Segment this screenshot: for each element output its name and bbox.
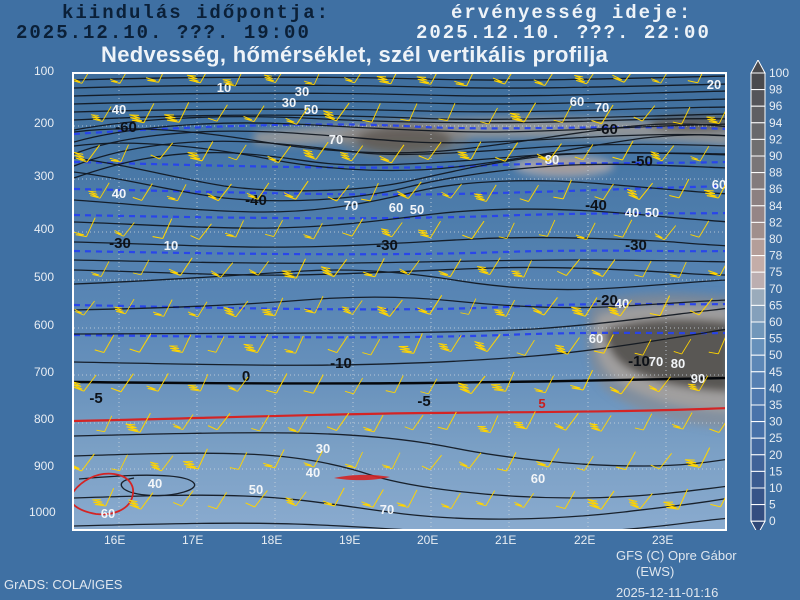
svg-text:45: 45 — [769, 365, 783, 379]
svg-text:70: 70 — [344, 198, 358, 213]
svg-text:60: 60 — [570, 94, 584, 109]
svg-text:70: 70 — [649, 354, 663, 369]
svg-text:40: 40 — [769, 381, 783, 395]
svg-text:98: 98 — [769, 83, 783, 97]
svg-text:88: 88 — [769, 166, 783, 180]
svg-text:20: 20 — [769, 448, 783, 462]
svg-text:65: 65 — [769, 298, 783, 312]
svg-text:40: 40 — [306, 465, 320, 480]
svg-text:-5: -5 — [417, 393, 430, 410]
svg-text:60: 60 — [589, 331, 603, 346]
svg-text:40: 40 — [112, 102, 126, 117]
svg-text:84: 84 — [769, 199, 783, 213]
svg-text:30: 30 — [295, 84, 309, 99]
svg-text:0: 0 — [769, 514, 776, 528]
svg-text:90: 90 — [769, 149, 783, 163]
svg-text:15: 15 — [769, 464, 783, 478]
svg-text:60: 60 — [712, 177, 726, 192]
svg-text:60: 60 — [531, 471, 545, 486]
svg-text:-50: -50 — [631, 153, 653, 170]
svg-text:50: 50 — [304, 102, 318, 117]
svg-text:40: 40 — [615, 296, 629, 311]
svg-text:80: 80 — [769, 232, 783, 246]
svg-text:-10: -10 — [628, 353, 650, 370]
svg-text:60: 60 — [101, 506, 115, 521]
svg-text:50: 50 — [249, 482, 263, 497]
svg-text:35: 35 — [769, 398, 783, 412]
svg-text:-30: -30 — [109, 235, 131, 252]
svg-text:-10: -10 — [330, 355, 352, 372]
svg-text:0: 0 — [242, 368, 250, 385]
svg-text:70: 70 — [380, 502, 394, 517]
svg-text:10: 10 — [164, 238, 178, 253]
svg-text:86: 86 — [769, 182, 783, 196]
svg-text:50: 50 — [410, 202, 424, 217]
svg-text:92: 92 — [769, 132, 783, 146]
svg-text:40: 40 — [112, 186, 126, 201]
svg-text:50: 50 — [645, 205, 659, 220]
svg-text:60: 60 — [389, 200, 403, 215]
svg-text:55: 55 — [769, 332, 783, 346]
svg-text:25: 25 — [769, 431, 783, 445]
svg-text:70: 70 — [329, 132, 343, 147]
svg-text:70: 70 — [769, 282, 783, 296]
svg-text:-60: -60 — [115, 119, 137, 136]
svg-text:70: 70 — [595, 100, 609, 115]
svg-text:80: 80 — [671, 356, 685, 371]
svg-text:20: 20 — [707, 77, 721, 92]
svg-text:40: 40 — [148, 476, 162, 491]
svg-text:75: 75 — [769, 265, 783, 279]
svg-text:5: 5 — [769, 498, 776, 512]
svg-text:40: 40 — [625, 205, 639, 220]
svg-text:30: 30 — [282, 95, 296, 110]
svg-text:-40: -40 — [245, 192, 267, 209]
svg-text:80: 80 — [545, 152, 559, 167]
svg-text:30: 30 — [316, 441, 330, 456]
svg-text:50: 50 — [769, 348, 783, 362]
svg-text:10: 10 — [769, 481, 783, 495]
svg-text:94: 94 — [769, 116, 783, 130]
svg-text:-30: -30 — [625, 237, 647, 254]
svg-text:30: 30 — [769, 415, 783, 429]
svg-text:82: 82 — [769, 215, 783, 229]
svg-text:100: 100 — [769, 66, 789, 80]
svg-text:60: 60 — [769, 315, 783, 329]
svg-text:96: 96 — [769, 99, 783, 113]
svg-text:5: 5 — [538, 396, 545, 411]
svg-text:78: 78 — [769, 249, 783, 263]
svg-text:-30: -30 — [376, 237, 398, 254]
svg-text:-5: -5 — [89, 390, 102, 407]
